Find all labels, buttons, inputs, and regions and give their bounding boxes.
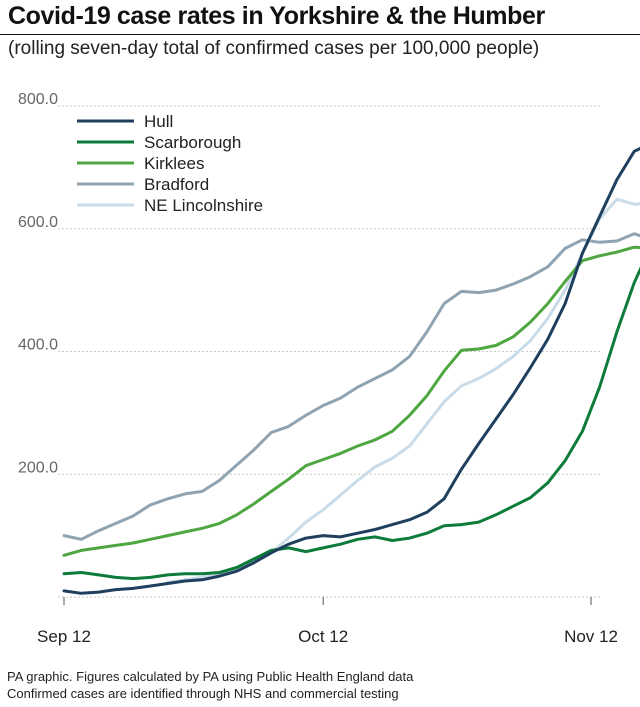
legend-label: NE Lincolnshire bbox=[144, 196, 263, 215]
title-rule bbox=[0, 34, 640, 35]
series-line-kirklees bbox=[62, 245, 640, 557]
footer: PA graphic. Figures calculated by PA usi… bbox=[7, 668, 413, 702]
y-tick-label: 200.0 bbox=[18, 459, 58, 476]
y-axis-ticks: 200.0 400.0 600.0 800.0 bbox=[18, 91, 58, 476]
footer-source: PA graphic. Figures calculated by PA usi… bbox=[7, 669, 414, 684]
legend: Hull Scarborough Kirklees Bradford NE Lincol… bbox=[77, 112, 263, 215]
y-tick-label: 800.0 bbox=[18, 91, 58, 108]
footer-note: Confirmed cases are identified through N… bbox=[7, 686, 399, 701]
gridlines bbox=[58, 105, 600, 475]
x-tick-label: Nov 12 bbox=[564, 627, 618, 646]
series-line-ne-lincolnshire bbox=[166, 197, 640, 584]
chart-title: Covid-19 case rates in Yorkshire & the H… bbox=[8, 2, 545, 30]
y-tick-label: 400.0 bbox=[18, 337, 58, 354]
y-tick-label: 600.0 bbox=[18, 214, 58, 231]
series-line-scarborough bbox=[62, 266, 640, 581]
series-lines bbox=[62, 146, 640, 595]
legend-label: Hull bbox=[144, 112, 173, 131]
series-line-bradford bbox=[62, 232, 640, 541]
series-line-hull bbox=[62, 146, 640, 595]
x-tick-label: Oct 12 bbox=[298, 627, 348, 646]
x-axis: Sep 12 Oct 12 Nov 12 bbox=[37, 596, 618, 646]
x-tick-label: Sep 12 bbox=[37, 627, 91, 646]
chart-subtitle: (rolling seven-day total of confirmed ca… bbox=[8, 38, 540, 59]
legend-label: Bradford bbox=[144, 175, 209, 194]
legend-label: Scarborough bbox=[144, 133, 241, 152]
legend-label: Kirklees bbox=[144, 154, 204, 173]
